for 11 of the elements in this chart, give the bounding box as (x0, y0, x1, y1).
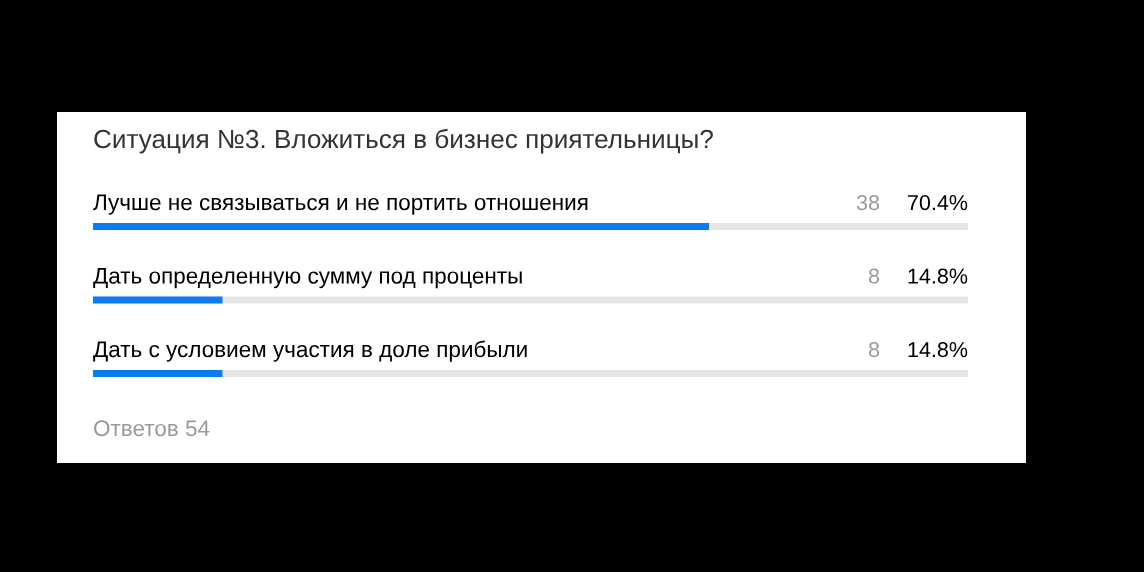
text: Ответов 54 (94, 420, 210, 437)
data-label: 14.8% (908, 268, 968, 284)
annotation: 8 (868, 268, 880, 284)
annotation: 38 (856, 194, 880, 211)
chart-title: Ситуация №3. Вложиться в бизнес приятельницы? (94, 128, 713, 154)
y-tick-label: Дать с условием участия в доле прибыли (93, 340, 527, 362)
y-tick-label: Лучше не связываться и не портить отношения (93, 194, 588, 215)
annotation: 8 (868, 341, 880, 358)
data-label: 14.8% (908, 341, 968, 358)
y-tick-label: Дать определенную сумму под проценты (93, 268, 522, 289)
data-label: 70.4% (908, 194, 968, 211)
